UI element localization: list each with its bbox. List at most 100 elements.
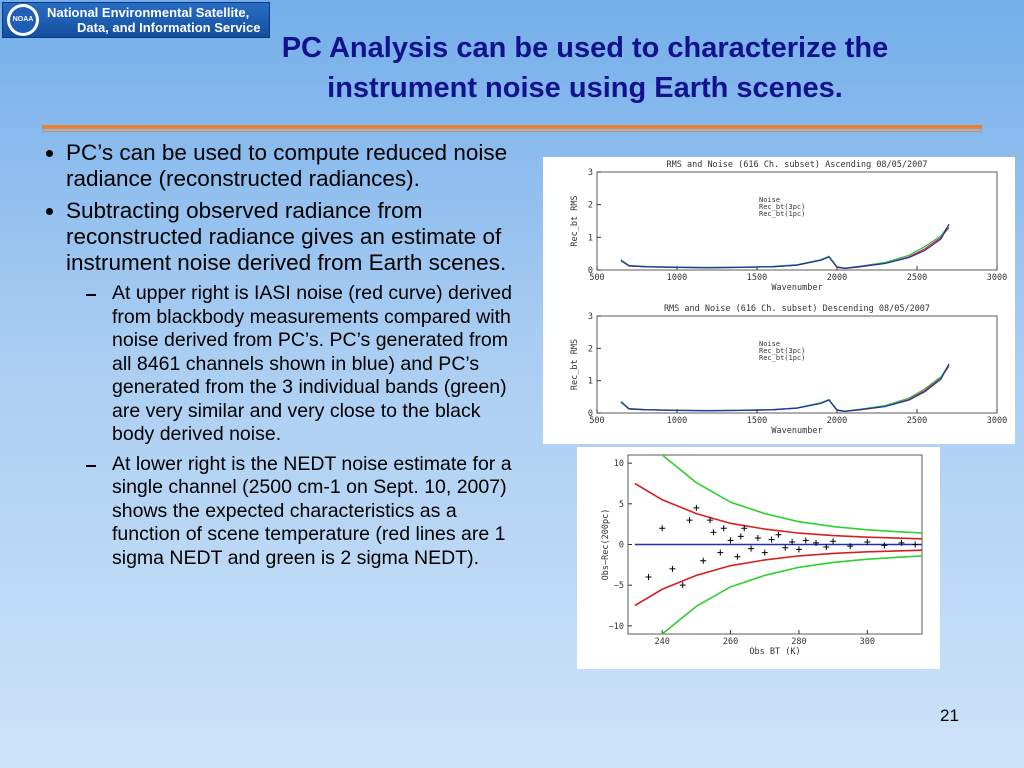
scatter-point <box>700 557 707 564</box>
y-tick-label: −10 <box>609 622 624 632</box>
scatter-point <box>734 553 741 560</box>
x-tick-label: 240 <box>655 637 670 647</box>
scatter-point <box>768 536 775 543</box>
x-tick-label: 1000 <box>667 416 687 426</box>
x-tick-label: 500 <box>589 273 604 283</box>
scatter-point <box>737 533 744 540</box>
data-line <box>620 223 950 269</box>
scatter-point <box>741 525 748 532</box>
x-tick-label: 280 <box>791 637 806 647</box>
scatter-point <box>789 539 796 546</box>
x-tick-label: 3000 <box>987 273 1007 283</box>
y-tick-label: 2 <box>588 344 593 354</box>
scatter-point <box>912 541 919 548</box>
scatter-point <box>707 517 714 524</box>
legend-entry: Rec_bt(1pc) <box>759 210 805 218</box>
scatter-point <box>710 529 717 536</box>
y-tick-label: 0 <box>588 266 593 276</box>
y-tick-label: 0 <box>619 541 624 551</box>
chart-title: RMS and Noise (616 Ch. subset) Ascending… <box>667 160 928 170</box>
scatter-point <box>645 574 652 581</box>
scatter-point <box>830 538 837 545</box>
y-tick-label: 3 <box>588 312 593 322</box>
y-axis-label: Rec_bt RMS <box>570 339 580 390</box>
scatter-point <box>686 517 693 524</box>
legend-entry: Rec_bt(3pc) <box>759 347 805 355</box>
scatter-point <box>823 543 830 550</box>
bullet-list: PC’s can be used to compute reduced nois… <box>28 140 528 576</box>
bullet: Subtracting observed radiance from recon… <box>66 198 528 570</box>
scatter-point <box>847 543 854 550</box>
divider <box>42 125 982 129</box>
chart-title: RMS and Noise (616 Ch. subset) Descendin… <box>664 304 930 314</box>
bullet-text: PC’s can be used to compute reduced nois… <box>66 140 508 191</box>
x-tick-label: 1500 <box>747 273 767 283</box>
scatter-point <box>717 549 724 556</box>
data-line <box>634 549 922 607</box>
sub-bullet: At lower right is the NEDT noise estimat… <box>86 453 528 571</box>
y-tick-label: 10 <box>614 459 624 469</box>
plot-frame <box>596 315 998 414</box>
y-axis-label: Obs−Rec(200pc) <box>601 509 611 581</box>
slide-title: PC Analysis can be used to characterize … <box>281 32 889 64</box>
scatter-point <box>748 545 755 552</box>
logo: NOAA <box>7 4 39 36</box>
org-name: Data, and Information Service <box>77 20 261 35</box>
x-tick-label: 3000 <box>987 416 1007 426</box>
y-axis-label: Rec_bt RMS <box>570 195 580 246</box>
figure-panel <box>543 157 1015 444</box>
scatter-point <box>669 565 676 572</box>
logo-text: NOAA <box>10 7 36 33</box>
x-tick-label: 500 <box>589 416 604 426</box>
legend-entry: Noise <box>759 196 780 204</box>
y-tick-label: 1 <box>588 377 593 387</box>
slide-title: instrument noise using Earth scenes. <box>327 72 843 104</box>
x-axis-label: Wavenumber <box>771 426 822 436</box>
x-tick-label: 260 <box>723 637 738 647</box>
scatter-point <box>727 537 734 544</box>
bullets: PC’s can be used to compute reduced nois… <box>28 140 528 570</box>
x-tick-label: 2000 <box>827 416 847 426</box>
bullet: PC’s can be used to compute reduced nois… <box>66 140 528 192</box>
y-tick-label: 5 <box>619 500 624 510</box>
scatter-point <box>864 539 871 546</box>
scatter-point <box>795 546 802 553</box>
data-line <box>661 455 922 534</box>
x-tick-label: 1500 <box>747 416 767 426</box>
scatter-point <box>761 549 768 556</box>
y-tick-label: 2 <box>588 201 593 211</box>
legend-entry: Noise <box>759 340 780 348</box>
scatter-point <box>693 504 700 511</box>
scatter-point <box>679 582 686 589</box>
scatter-point <box>659 525 666 532</box>
x-tick-label: 300 <box>860 637 875 647</box>
legend-entry: Rec_bt(1pc) <box>759 354 805 362</box>
data-line <box>634 482 922 540</box>
legend-entry: Rec_bt(3pc) <box>759 203 805 211</box>
scatter-point <box>813 539 820 546</box>
scatter-point <box>802 537 809 544</box>
scatter-point <box>898 539 905 546</box>
sub-bullet: At upper right is IASI noise (red curve)… <box>86 282 528 447</box>
scatter-point <box>881 542 888 549</box>
x-axis-label: Obs BT (K) <box>749 647 800 657</box>
agency-banner: NOAA National Environmental Satellite, D… <box>2 2 270 38</box>
data-line <box>661 555 922 634</box>
x-tick-label: 1000 <box>667 273 687 283</box>
scatter-point <box>782 544 789 551</box>
divider <box>42 131 982 132</box>
data-line <box>620 363 950 412</box>
scatter-point <box>775 531 782 538</box>
plot-frame <box>596 171 998 271</box>
x-tick-label: 2500 <box>907 273 927 283</box>
x-tick-label: 2500 <box>907 416 927 426</box>
scatter-point <box>754 534 761 541</box>
y-tick-label: −5 <box>614 581 624 591</box>
sub-bullets: At upper right is IASI noise (red curve)… <box>66 282 528 570</box>
org-name: National Environmental Satellite, <box>47 5 250 20</box>
y-tick-label: 0 <box>588 409 593 419</box>
y-tick-label: 1 <box>588 233 593 243</box>
y-tick-label: 3 <box>588 168 593 178</box>
